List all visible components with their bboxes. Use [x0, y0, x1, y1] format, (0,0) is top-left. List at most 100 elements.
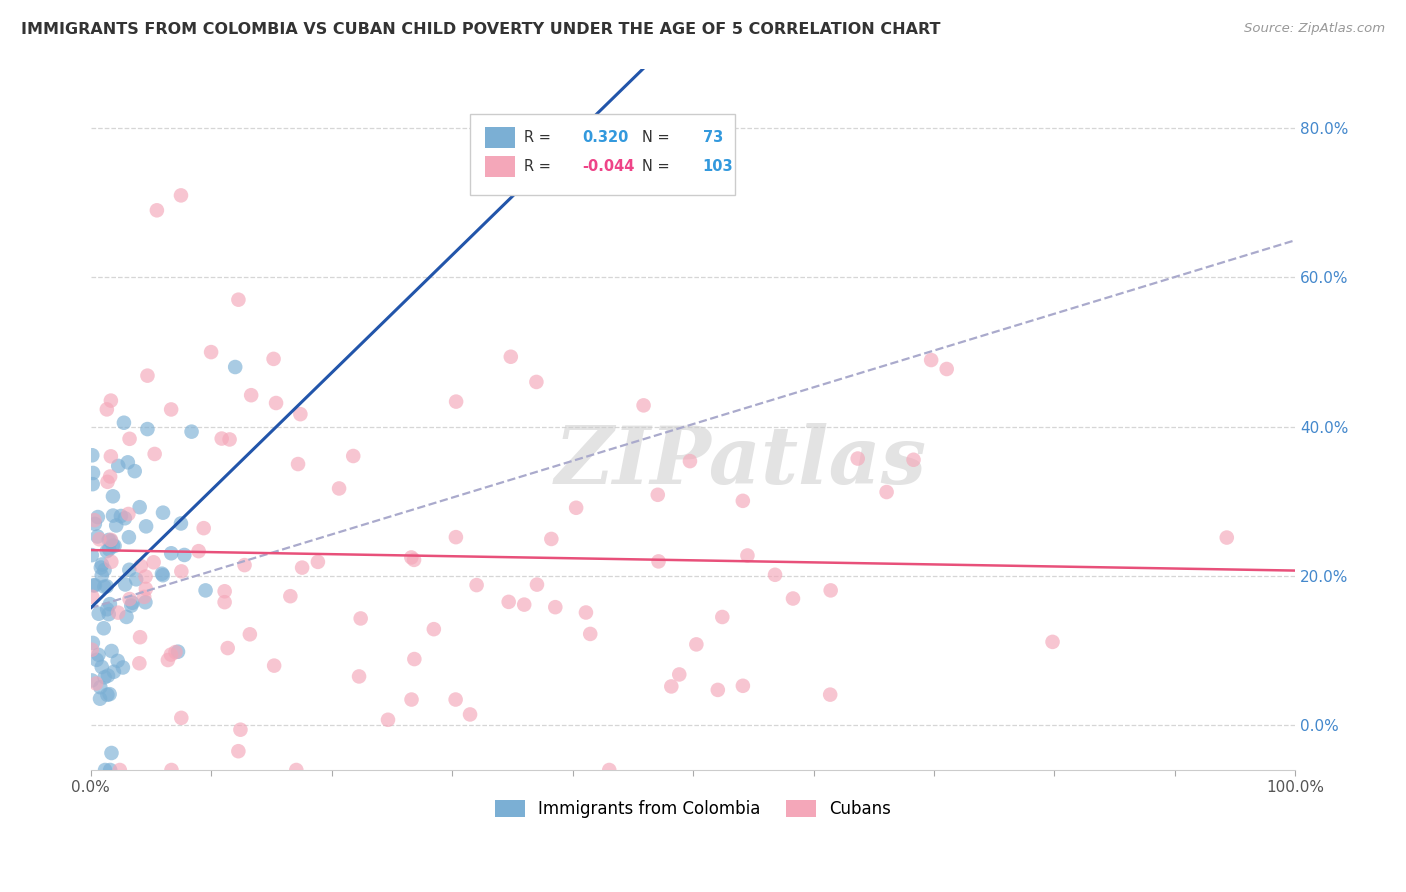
Point — [401, 692, 423, 706]
Point — [82, 466, 104, 480]
Point — [218, 433, 240, 447]
FancyBboxPatch shape — [470, 114, 735, 194]
Point — [401, 550, 423, 565]
Point — [128, 657, 150, 671]
Point — [110, 508, 132, 523]
Point — [903, 452, 925, 467]
Point — [544, 600, 567, 615]
Point — [107, 458, 129, 473]
Point — [100, 393, 122, 408]
Point — [347, 669, 370, 683]
Point — [97, 607, 120, 622]
Point — [111, 660, 134, 674]
Point — [659, 680, 682, 694]
Point — [200, 345, 222, 359]
Point — [540, 532, 562, 546]
Point — [499, 350, 522, 364]
Point — [876, 485, 898, 500]
Point — [89, 533, 111, 547]
Point — [80, 548, 103, 562]
Point — [100, 533, 122, 547]
Point — [101, 539, 124, 553]
Point — [214, 584, 236, 599]
Point — [668, 667, 690, 681]
Text: N =: N = — [643, 160, 671, 174]
Point — [114, 511, 136, 525]
Point — [124, 464, 146, 478]
Point — [100, 450, 122, 464]
Point — [80, 673, 103, 688]
Point — [121, 596, 143, 610]
Point — [187, 544, 209, 558]
Point — [93, 580, 115, 594]
Point — [228, 293, 250, 307]
Point — [100, 555, 122, 569]
Text: R =: R = — [524, 129, 551, 145]
Point — [224, 359, 246, 374]
Point — [160, 546, 183, 560]
Point — [112, 416, 135, 430]
Point — [82, 590, 104, 604]
Point — [707, 682, 730, 697]
Point — [170, 565, 193, 579]
Point — [170, 711, 193, 725]
Point — [737, 549, 759, 563]
Point — [342, 449, 364, 463]
Point — [598, 763, 620, 777]
Point — [83, 578, 105, 592]
Point — [152, 506, 174, 520]
Point — [565, 500, 588, 515]
Point — [87, 607, 110, 621]
Point — [214, 595, 236, 609]
Point — [526, 577, 548, 591]
Point — [98, 469, 121, 483]
Point — [84, 578, 107, 592]
Point — [136, 368, 159, 383]
Point — [229, 723, 252, 737]
Point — [1042, 635, 1064, 649]
Point — [101, 489, 124, 503]
Point — [160, 648, 183, 662]
Point — [465, 578, 488, 592]
Legend: Immigrants from Colombia, Cubans: Immigrants from Colombia, Cubans — [488, 793, 897, 825]
Point — [173, 548, 195, 562]
Point — [129, 630, 152, 644]
Point — [90, 568, 112, 582]
Text: Source: ZipAtlas.com: Source: ZipAtlas.com — [1244, 22, 1385, 36]
Point — [98, 597, 121, 611]
Point — [86, 529, 108, 543]
Point — [89, 691, 111, 706]
Point — [575, 606, 598, 620]
Point — [526, 375, 548, 389]
Point — [114, 577, 136, 591]
Point — [118, 563, 141, 577]
Point — [84, 676, 107, 690]
Point — [290, 407, 312, 421]
Point — [160, 402, 183, 417]
Point — [87, 510, 110, 524]
Point — [98, 763, 121, 777]
Point — [117, 507, 139, 521]
Point — [579, 627, 602, 641]
Point — [820, 583, 842, 598]
Point — [128, 500, 150, 515]
Text: N =: N = — [643, 129, 671, 145]
Point — [129, 558, 152, 573]
Point — [935, 362, 957, 376]
Point — [83, 513, 105, 527]
Point — [513, 598, 536, 612]
Point — [86, 653, 108, 667]
Point — [120, 599, 142, 613]
Point — [96, 579, 118, 593]
Point — [82, 636, 104, 650]
Point — [211, 432, 233, 446]
Point — [633, 398, 655, 412]
Point — [87, 648, 110, 662]
Point — [444, 692, 467, 706]
Point — [291, 560, 314, 574]
Point — [444, 530, 467, 544]
Point — [217, 641, 239, 656]
Point — [97, 533, 120, 547]
Point — [98, 687, 121, 701]
Point — [647, 554, 669, 568]
